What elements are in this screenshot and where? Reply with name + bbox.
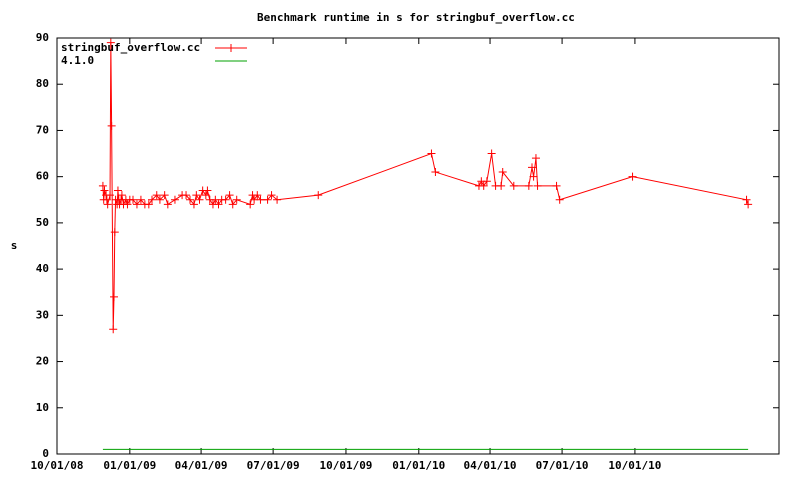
point-marker xyxy=(113,186,122,195)
y-tick-label: 40 xyxy=(36,262,49,275)
point-marker xyxy=(102,195,111,204)
point-marker xyxy=(528,163,536,172)
series-line xyxy=(102,42,749,330)
point-marker xyxy=(100,186,109,195)
point-marker xyxy=(129,195,137,204)
point-marker xyxy=(221,195,230,204)
x-tick-label: 04/01/09 xyxy=(175,459,228,472)
point-marker xyxy=(314,191,323,200)
point-marker xyxy=(431,168,440,177)
point-marker xyxy=(170,195,179,204)
y-tick-label: 90 xyxy=(36,31,49,44)
point-marker xyxy=(479,181,488,190)
x-tick-label: 01/01/09 xyxy=(103,459,156,472)
point-marker xyxy=(98,181,107,190)
point-marker xyxy=(232,195,241,204)
point-marker xyxy=(498,168,507,177)
y-tick-label: 0 xyxy=(42,447,49,460)
point-marker xyxy=(487,149,496,158)
point-marker xyxy=(144,200,153,209)
point-marker xyxy=(267,191,276,200)
point-marker xyxy=(203,186,212,195)
chart-title: Benchmark runtime in s for stringbuf_ove… xyxy=(257,11,575,24)
point-marker xyxy=(524,181,533,190)
point-marker xyxy=(189,200,198,209)
point-marker xyxy=(201,191,210,200)
point-marker xyxy=(246,200,255,209)
point-marker xyxy=(427,149,436,158)
point-marker xyxy=(263,195,272,204)
legend-label: stringbuf_overflow.cc xyxy=(61,41,200,54)
x-tick-label: 07/01/09 xyxy=(247,459,300,472)
point-marker xyxy=(253,191,262,200)
point-marker xyxy=(110,292,118,301)
x-tick-label: 10/01/10 xyxy=(608,459,661,472)
y-tick-label: 50 xyxy=(36,216,49,229)
point-marker xyxy=(182,191,191,200)
point-marker xyxy=(152,191,161,200)
y-tick-label: 30 xyxy=(36,308,49,321)
point-marker xyxy=(186,195,194,204)
x-tick-label: 10/01/08 xyxy=(31,459,84,472)
point-marker xyxy=(742,195,751,204)
point-marker xyxy=(497,181,506,190)
point-marker xyxy=(155,195,164,204)
point-marker xyxy=(509,181,518,190)
point-marker xyxy=(529,172,538,181)
point-marker xyxy=(132,200,141,209)
y-axis-label: s xyxy=(11,239,18,252)
point-marker xyxy=(256,195,265,204)
point-marker xyxy=(552,181,561,190)
point-marker xyxy=(482,177,491,186)
point-marker xyxy=(136,195,145,204)
point-marker xyxy=(123,200,132,209)
point-marker xyxy=(555,195,564,204)
point-marker xyxy=(225,191,234,200)
point-marker xyxy=(103,200,112,209)
legend-marker xyxy=(227,44,235,52)
y-tick-label: 80 xyxy=(36,77,49,90)
point-marker xyxy=(110,228,119,237)
y-tick-label: 70 xyxy=(36,123,49,136)
point-marker xyxy=(148,195,156,204)
x-tick-label: 04/01/10 xyxy=(464,459,517,472)
x-tick-label: 07/01/10 xyxy=(536,459,589,472)
point-marker xyxy=(228,200,237,209)
point-marker xyxy=(160,191,169,200)
point-marker xyxy=(628,172,637,181)
x-tick-label: 10/01/09 xyxy=(319,459,372,472)
y-tick-label: 60 xyxy=(36,170,49,183)
point-marker xyxy=(214,200,223,209)
point-marker xyxy=(744,200,753,209)
point-marker xyxy=(533,181,542,190)
plot-frame xyxy=(56,37,780,455)
point-marker xyxy=(117,191,126,200)
point-marker xyxy=(106,38,115,47)
point-marker xyxy=(192,191,201,200)
point-marker xyxy=(531,154,540,163)
point-marker xyxy=(273,195,282,204)
point-marker xyxy=(109,325,118,334)
y-tick-label: 20 xyxy=(36,355,49,368)
y-tick-label: 10 xyxy=(36,401,49,414)
point-marker xyxy=(163,200,172,209)
x-tick-label: 01/01/10 xyxy=(392,459,445,472)
point-marker xyxy=(106,191,115,200)
point-marker xyxy=(107,121,116,130)
point-marker xyxy=(195,195,204,204)
legend-label: 4.1.0 xyxy=(61,54,94,67)
